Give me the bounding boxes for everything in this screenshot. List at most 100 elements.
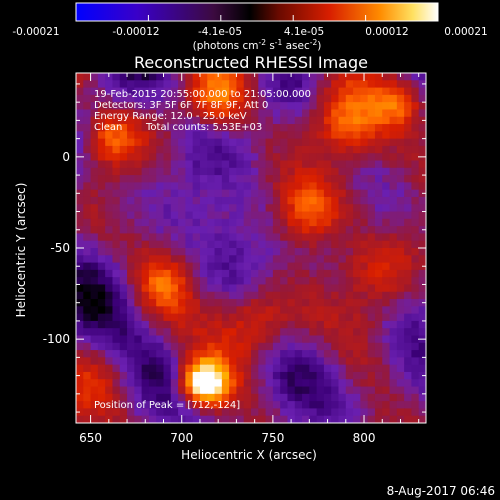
heatmap-cell bbox=[418, 357, 426, 366]
heatmap-cell bbox=[127, 269, 135, 278]
heatmap-cell bbox=[294, 131, 303, 140]
heatmap-cell bbox=[272, 175, 281, 183]
heatmap-cell bbox=[141, 124, 150, 132]
heatmap-cell bbox=[229, 328, 238, 337]
heatmap-cell bbox=[353, 109, 361, 118]
heatmap-cell bbox=[199, 408, 208, 417]
heatmap-cell bbox=[119, 269, 128, 278]
heatmap-cell bbox=[309, 196, 318, 205]
heatmap-cell bbox=[382, 342, 391, 351]
heatmap-cell bbox=[229, 342, 238, 351]
heatmap-cell bbox=[265, 196, 274, 205]
heatmap-cell bbox=[127, 386, 135, 395]
heatmap-cell bbox=[272, 218, 281, 227]
heatmap-cell bbox=[83, 350, 92, 358]
heatmap-cell bbox=[389, 204, 398, 213]
heatmap-cell bbox=[214, 124, 223, 132]
heatmap-cell bbox=[229, 306, 238, 315]
heatmap-cell bbox=[163, 328, 172, 337]
heatmap-cell bbox=[199, 109, 208, 118]
heatmap-cell bbox=[97, 138, 106, 147]
heatmap-cell bbox=[323, 255, 332, 264]
heatmap-cell bbox=[309, 226, 318, 235]
heatmap-cell bbox=[382, 102, 391, 111]
heatmap-cell bbox=[258, 284, 267, 293]
heatmap-cell bbox=[148, 255, 157, 264]
heatmap-cell bbox=[236, 87, 245, 96]
heatmap-cell bbox=[199, 218, 208, 227]
heatmap-cell bbox=[258, 138, 267, 147]
heatmap-cell bbox=[338, 153, 347, 162]
heatmap-cell bbox=[185, 262, 194, 271]
heatmap-cell bbox=[229, 218, 238, 227]
heatmap-cell bbox=[265, 306, 274, 315]
heatmap-cell bbox=[192, 379, 201, 388]
heatmap-cell bbox=[338, 357, 347, 366]
heatmap-cell bbox=[148, 175, 157, 183]
heatmap-cell bbox=[411, 80, 420, 89]
heatmap-cell bbox=[265, 218, 274, 227]
heatmap-cell bbox=[76, 211, 84, 220]
heatmap-cell bbox=[418, 248, 426, 256]
heatmap-cell bbox=[83, 138, 92, 147]
heatmap-cell bbox=[178, 371, 186, 380]
heatmap-cell bbox=[141, 386, 150, 395]
heatmap-cell bbox=[251, 393, 259, 402]
heatmap-cell bbox=[236, 226, 245, 235]
heatmap-cell bbox=[97, 240, 106, 249]
heatmap-cell bbox=[221, 175, 230, 183]
heatmap-cell bbox=[141, 379, 150, 388]
heatmap-cell bbox=[192, 233, 201, 242]
heatmap-cell bbox=[316, 320, 325, 329]
heatmap-cell bbox=[76, 306, 84, 315]
heatmap-cell bbox=[119, 145, 128, 154]
heatmap-cell bbox=[221, 371, 230, 380]
heatmap-cell bbox=[280, 226, 289, 235]
heatmap-cell bbox=[338, 182, 347, 191]
heatmap-cell bbox=[287, 371, 296, 380]
heatmap-cell bbox=[389, 153, 398, 162]
heatmap-cell bbox=[280, 145, 289, 154]
heatmap-cell bbox=[309, 167, 318, 176]
heatmap-cell bbox=[396, 80, 405, 89]
heatmap-cell bbox=[353, 299, 361, 307]
heatmap-cell bbox=[97, 320, 106, 329]
heatmap-cell bbox=[236, 342, 245, 351]
heatmap-cell bbox=[316, 233, 325, 242]
heatmap-cell bbox=[90, 291, 99, 300]
heatmap-cell bbox=[382, 371, 391, 380]
heatmap-cell bbox=[251, 226, 259, 235]
heatmap-cell bbox=[229, 269, 238, 278]
heatmap-cell bbox=[156, 73, 165, 81]
heatmap-cell bbox=[272, 211, 281, 220]
heatmap-cell bbox=[418, 73, 426, 81]
heatmap-cell bbox=[323, 160, 332, 169]
heatmap-cell bbox=[127, 204, 135, 213]
heatmap-cell bbox=[214, 116, 223, 125]
heatmap-cell bbox=[83, 116, 92, 125]
heatmap-cell bbox=[83, 145, 92, 154]
heatmap-cell bbox=[163, 357, 172, 366]
heatmap-cell bbox=[243, 80, 252, 89]
heatmap-cell bbox=[229, 386, 238, 395]
heatmap-cell bbox=[338, 116, 347, 125]
heatmap-cell bbox=[170, 364, 179, 373]
heatmap-cell bbox=[338, 204, 347, 213]
heatmap-cell bbox=[127, 80, 135, 89]
heatmap-cell bbox=[178, 233, 186, 242]
heatmap-cell bbox=[221, 240, 230, 249]
heatmap-cell bbox=[360, 131, 369, 140]
heatmap-cell bbox=[97, 328, 106, 337]
heatmap-cell bbox=[382, 255, 391, 264]
heatmap-cell bbox=[134, 240, 143, 249]
heatmap-cell bbox=[90, 342, 99, 351]
heatmap-cell bbox=[163, 386, 172, 395]
heatmap-cell bbox=[236, 109, 245, 118]
heatmap-cell bbox=[294, 248, 303, 256]
heatmap-cell bbox=[272, 102, 281, 111]
heatmap-cell bbox=[170, 269, 179, 278]
heatmap-cell bbox=[309, 262, 318, 271]
heatmap-cell bbox=[258, 313, 267, 322]
heatmap-cell bbox=[389, 313, 398, 322]
heatmap-cell bbox=[382, 189, 391, 198]
